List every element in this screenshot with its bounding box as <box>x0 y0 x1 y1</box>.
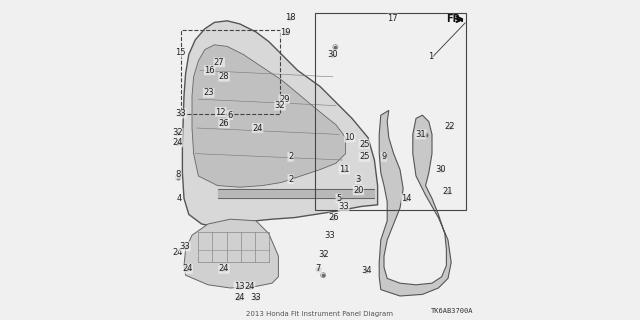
Text: 33: 33 <box>180 242 190 251</box>
Text: 24: 24 <box>172 138 183 147</box>
Text: 17: 17 <box>387 14 398 23</box>
Text: 33: 33 <box>339 202 349 211</box>
Text: 33: 33 <box>175 109 186 118</box>
Text: 25: 25 <box>359 140 369 148</box>
Text: 5: 5 <box>336 194 341 203</box>
Text: 8: 8 <box>175 170 180 179</box>
Text: 2: 2 <box>288 152 293 161</box>
Text: 29: 29 <box>279 95 289 104</box>
Text: 25: 25 <box>359 152 369 161</box>
Text: 34: 34 <box>361 266 372 275</box>
Text: 19: 19 <box>280 28 291 36</box>
Bar <box>315 13 466 210</box>
Text: 2: 2 <box>288 175 293 184</box>
Text: TK6AB3700A: TK6AB3700A <box>431 308 474 314</box>
Polygon shape <box>184 219 278 288</box>
Text: 6: 6 <box>227 111 232 120</box>
Text: 26: 26 <box>328 213 339 222</box>
Polygon shape <box>192 45 346 187</box>
Text: 14: 14 <box>401 194 412 203</box>
Text: 7: 7 <box>316 264 321 273</box>
Text: 12: 12 <box>216 108 226 116</box>
Text: 2013 Honda Fit Instrument Panel Diagram: 2013 Honda Fit Instrument Panel Diagram <box>246 311 394 317</box>
Text: 24: 24 <box>234 293 244 302</box>
Text: 16: 16 <box>204 66 215 75</box>
Text: 27: 27 <box>214 58 225 67</box>
Text: 11: 11 <box>339 165 349 174</box>
Text: FR.: FR. <box>447 14 465 24</box>
Text: 30: 30 <box>328 50 338 59</box>
Text: 26: 26 <box>219 119 229 128</box>
Text: 32: 32 <box>275 101 285 110</box>
Text: 24: 24 <box>182 264 193 273</box>
Text: 10: 10 <box>344 133 355 142</box>
Text: 23: 23 <box>204 88 214 97</box>
Text: 15: 15 <box>175 48 186 57</box>
Text: 21: 21 <box>443 188 453 196</box>
Text: 13: 13 <box>234 282 244 291</box>
Text: 33: 33 <box>251 293 261 302</box>
Text: 4: 4 <box>177 194 182 203</box>
Text: 1: 1 <box>428 52 433 60</box>
Bar <box>181 30 280 114</box>
Text: 18: 18 <box>285 13 295 22</box>
Text: 24: 24 <box>244 282 255 291</box>
Text: 31: 31 <box>415 130 426 139</box>
Polygon shape <box>380 110 451 296</box>
Text: 24: 24 <box>219 264 229 273</box>
Text: 24: 24 <box>252 124 263 132</box>
Text: 32: 32 <box>318 250 328 259</box>
Text: 32: 32 <box>172 128 183 137</box>
Text: 30: 30 <box>436 165 446 174</box>
Polygon shape <box>182 21 378 227</box>
Text: 28: 28 <box>219 72 229 81</box>
Text: 20: 20 <box>353 186 364 195</box>
Text: 22: 22 <box>444 122 455 131</box>
Text: 33: 33 <box>324 231 335 240</box>
Text: 3: 3 <box>356 175 361 184</box>
Text: 24: 24 <box>172 248 183 257</box>
Text: 9: 9 <box>381 152 387 161</box>
